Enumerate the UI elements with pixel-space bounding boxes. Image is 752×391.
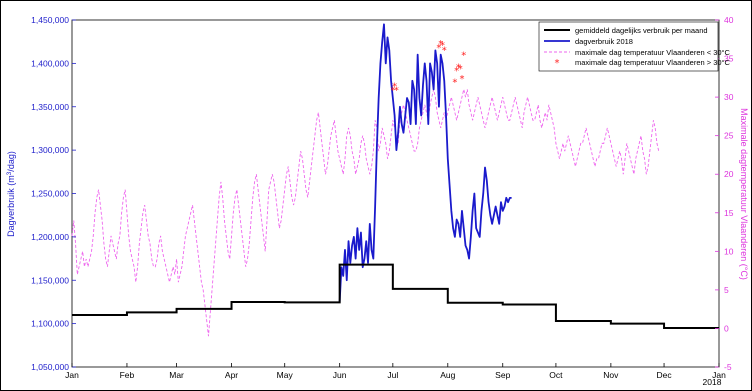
- hot-day-marker: *: [442, 45, 447, 56]
- hot-day-marker: *: [456, 62, 461, 73]
- series-temperature-line: [71, 89, 660, 337]
- x-tick-label: May: [277, 370, 294, 380]
- x-year-label: 2018: [703, 377, 722, 387]
- hot-day-marker: *: [454, 66, 459, 77]
- y-tick-label-right: 20: [724, 169, 734, 179]
- y-tick-label-right: 40: [724, 15, 734, 25]
- y-tick-label-right: 15: [724, 208, 734, 218]
- legend-label-monthly: gemiddeld dagelijks verbruik per maand: [575, 26, 708, 35]
- y-tick-label-left: 1,050,000: [31, 362, 69, 372]
- x-tick-label: Sep: [495, 370, 510, 380]
- legend: gemiddeld dagelijks verbruik per maand d…: [538, 21, 731, 72]
- x-tick-label: Jul: [387, 370, 398, 380]
- y-tick-label-left: 1,350,000: [31, 102, 69, 112]
- y-tick-label-left: 1,300,000: [31, 145, 69, 155]
- hot-day-marker: *: [461, 51, 466, 62]
- x-tick-label: Jan: [712, 370, 726, 380]
- x-tick-label: Feb: [120, 370, 135, 380]
- axis-layer: 1,050,000 1,100,000 1,150,000 1,200,000 1,25…: [31, 15, 734, 380]
- series-monthly-average-step: [72, 263, 719, 329]
- y-tick-label-left: 1,450,000: [31, 15, 69, 25]
- x-tick-label: Jan: [65, 370, 79, 380]
- x-tick-label: Oct: [549, 370, 563, 380]
- y-tick-label-right: 30: [724, 92, 734, 102]
- y-tick-label-left: 1,150,000: [31, 275, 69, 285]
- hot-day-marker: *: [436, 43, 441, 54]
- y-tick-label-right: 35: [724, 54, 734, 64]
- legend-swatch-hot: *: [555, 58, 560, 69]
- y-tick-label-right: 10: [724, 246, 734, 256]
- legend-label-daily: dagverbruik 2018: [575, 37, 633, 46]
- x-tick-label: Jun: [333, 370, 347, 380]
- hot-day-marker: *: [459, 74, 464, 85]
- y-tick-label-right: -5: [724, 362, 732, 372]
- y-tick-label-left: 1,400,000: [31, 58, 69, 68]
- hot-day-marker: *: [458, 64, 463, 75]
- y-tick-label-left: 1,200,000: [31, 232, 69, 242]
- hot-day-marker: *: [452, 78, 457, 89]
- y-axis-label-left: Dagverbruik (m3/dag): [6, 151, 16, 237]
- y-tick-label-left: 1,100,000: [31, 319, 69, 329]
- series-layer: *************: [71, 23, 719, 337]
- plot-area: [71, 19, 720, 368]
- x-tick-label: Aug: [440, 370, 455, 380]
- hot-day-marker: *: [438, 39, 443, 50]
- series-daily-consumption-line: [338, 23, 512, 302]
- x-tick-label: Mar: [169, 370, 184, 380]
- hot-day-marker: *: [440, 41, 445, 52]
- x-tick-label: Nov: [603, 370, 619, 380]
- y-axis-label-right: Maximale dagtemperatuur Vlaanderen (°C): [739, 108, 749, 280]
- y-tick-label-right: 0: [724, 323, 729, 333]
- x-tick-label: Dec: [656, 370, 672, 380]
- y-tick-label-right: 5: [724, 285, 729, 295]
- x-tick-label: Apr: [225, 370, 238, 380]
- hot-day-marker: *: [394, 85, 399, 96]
- y-tick-label-right: 25: [724, 131, 734, 141]
- y-tick-label-left: 1,250,000: [31, 189, 69, 199]
- hot-day-marker: *: [392, 82, 397, 93]
- legend-label-hot: maximale dag temperatuur Vlaanderen > 30…: [575, 58, 731, 67]
- legend-label-temp: maximale dag temperatuur Vlaanderen < 30…: [575, 48, 731, 57]
- hot-day-marker: *: [390, 85, 395, 96]
